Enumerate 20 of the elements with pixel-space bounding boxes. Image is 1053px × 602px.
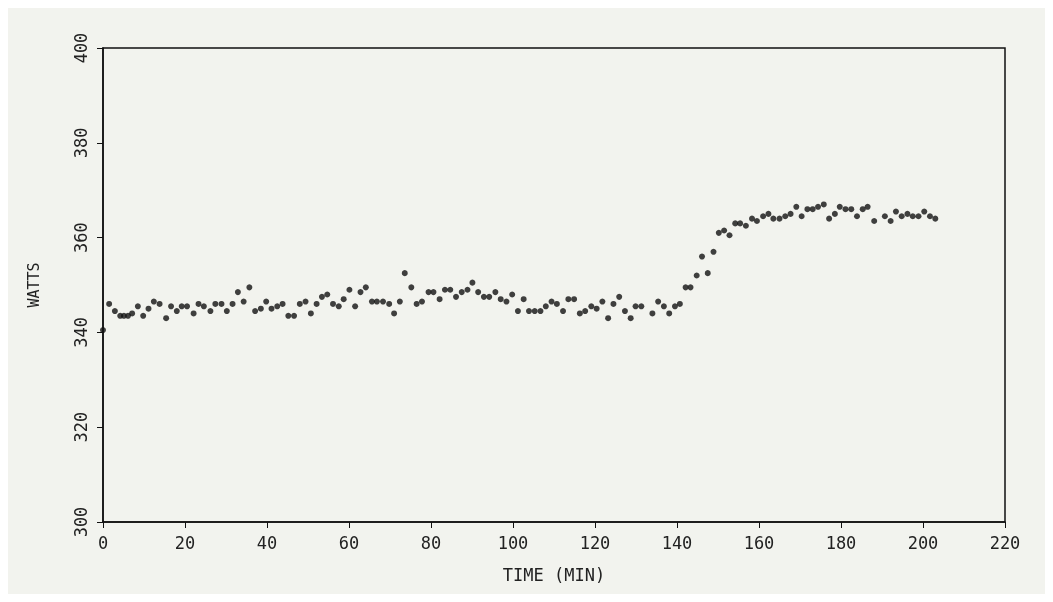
- x-tick-label: 0: [97, 532, 109, 553]
- y-tick-label: 400: [70, 32, 91, 64]
- x-tick-label: 120: [579, 532, 611, 553]
- x-tick-label: 60: [338, 532, 360, 553]
- y-tick-label: 380: [70, 127, 91, 159]
- x-tick-label: 100: [497, 532, 529, 553]
- x-tick-label: 220: [989, 532, 1021, 553]
- x-tick-label: 140: [661, 532, 693, 553]
- x-tick-label: 160: [743, 532, 775, 553]
- x-tick-label: 20: [174, 532, 196, 553]
- y-tick-label: 300: [70, 506, 91, 538]
- x-tick-label: 180: [825, 532, 857, 553]
- y-tick-label: 340: [70, 317, 91, 348]
- y-axis-title: WATTS: [24, 262, 43, 308]
- x-tick-label: 200: [907, 532, 939, 553]
- x-tick-label: 80: [420, 532, 442, 553]
- y-tick-label: 320: [70, 411, 91, 443]
- x-axis-title: TIME (MIN): [502, 564, 606, 585]
- x-tick-label: 40: [256, 532, 278, 553]
- y-tick-label: 360: [70, 222, 91, 253]
